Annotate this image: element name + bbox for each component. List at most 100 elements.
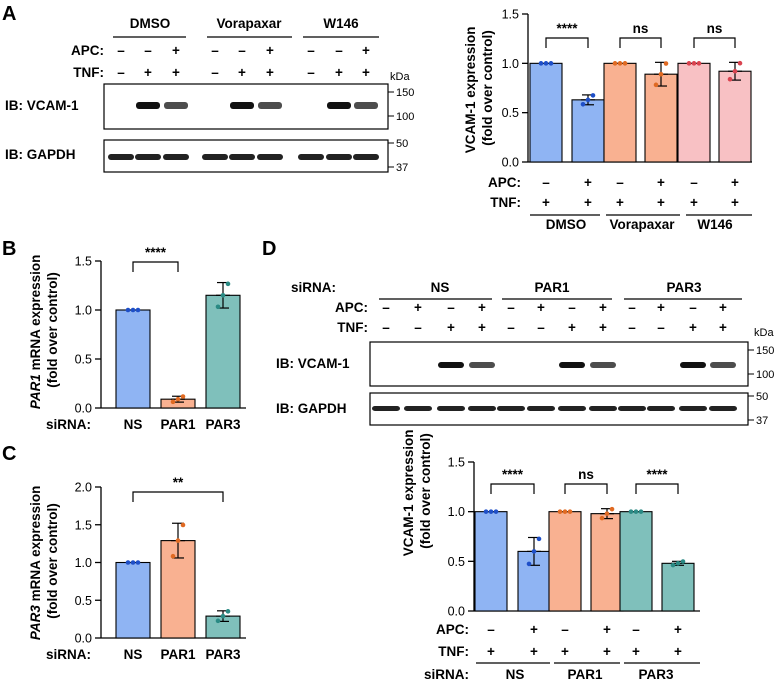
blot-a-apc-sign-3: – — [211, 43, 219, 58]
blot-d-gapdh-band-2 — [437, 406, 465, 411]
chart-d-point-5-1 — [675, 561, 681, 566]
chart-a-point-5-0 — [727, 76, 733, 82]
chart-b-ytick-label-2: 1.0 — [75, 304, 92, 318]
blot-d-tnf-sign-4: – — [507, 320, 515, 335]
chart-d-apc-label: APC: — [436, 622, 469, 637]
chart-d-ytick-label-2: 1.0 — [448, 505, 465, 519]
chart-d-ylabel-line2: (fold over control) — [418, 433, 433, 549]
chart-b-point-0-1 — [130, 307, 136, 313]
chart-d-group-par1: PAR1 — [567, 667, 603, 682]
blot-d-vcam-band-2 — [438, 362, 464, 368]
chart-a-tnf-sign-4: + — [690, 195, 698, 210]
chart-a-apc-sign-5: + — [731, 175, 739, 190]
blot-d-vcam-band-3 — [469, 362, 495, 368]
blot-d-marker-100: 100 — [756, 369, 774, 381]
chart-c-point-0-1 — [130, 560, 136, 565]
blot-a-vcam-band-2 — [164, 102, 188, 109]
chart-c-point-2-0 — [215, 618, 221, 624]
blot-a-tnf-sign-1: + — [144, 65, 152, 80]
blot-d-gapdh-band-0 — [372, 406, 400, 411]
chart-a-point-5-2 — [737, 60, 743, 66]
blot-d: siRNA: NS PAR1 PAR3 APC: TNF: – + – + – + – + – +… — [276, 280, 774, 427]
chart-b-point-1-2 — [180, 394, 186, 399]
chart-c-bar-0 — [115, 561, 151, 639]
chart-d-tnf-label: TNF: — [438, 644, 469, 659]
chart-b-category-1: PAR1 — [160, 417, 196, 432]
chart-a-tnf-sign-1: + — [584, 195, 592, 210]
chart-a-point-2-0 — [612, 61, 618, 66]
chart-d-apc-sign-5: + — [674, 622, 682, 637]
blot-d-tnf-sign-10: + — [689, 320, 697, 335]
blot-d-tnf-sign-6: + — [568, 320, 576, 335]
chart-a-sig-label-2: ns — [707, 21, 723, 36]
blot-d-gapdh-band-7 — [589, 406, 617, 411]
chart-a-point-1-1 — [585, 97, 591, 103]
blot-a-group-w146: W146 — [323, 16, 359, 31]
blot-a-gapdh-band-5 — [257, 154, 283, 160]
chart-a-bar-0 — [529, 62, 563, 163]
chart-b-ytick-label-3: 1.5 — [75, 255, 92, 269]
panel-label-b: B — [2, 238, 16, 260]
chart-d-point-1-0 — [526, 561, 532, 567]
chart-d-sig-bracket-0 — [490, 483, 535, 494]
blot-a-vcam-bands — [136, 102, 378, 109]
chart-a-group-vorapaxar: Vorapaxar — [609, 217, 675, 232]
chart-a-point-2-2 — [622, 61, 628, 66]
chart-c-category-0: NS — [124, 647, 143, 662]
blot-d-tnf-sign-7: + — [599, 320, 607, 335]
chart-a-plot: 0.0 0.5 1.0 1.5 **** ns ns – + – + – + + + + + + + — [502, 8, 752, 216]
chart-d-point-4-0 — [628, 509, 634, 514]
blot-d-gapdh-bands — [372, 406, 737, 411]
blot-d-apc-sign-4: – — [507, 300, 515, 315]
chart-b-ylabel-line1: mRNA expression — [28, 255, 43, 375]
chart-a-point-4-0 — [686, 61, 692, 66]
blot-d-vcam-band-6 — [559, 362, 585, 368]
blot-a-marker-50: 50 — [396, 138, 408, 150]
blot-a-gapdh-band-0 — [108, 154, 134, 160]
chart-d-point-3-2 — [609, 506, 615, 512]
blot-d-gapdh-band-1 — [404, 406, 432, 411]
chart-d-tnf-sign-5: + — [674, 644, 682, 659]
chart-a-point-4-1 — [691, 61, 697, 66]
blot-a-group-dmso: DMSO — [130, 16, 171, 31]
chart-b-ylabel: PAR1 mRNA expression (fold over control) — [28, 251, 60, 409]
chart-a-apc-sign-4: – — [690, 175, 698, 190]
chart-b-ylabel-gene: PAR1 — [28, 374, 43, 409]
chart-a-point-0-1 — [543, 61, 549, 66]
chart-d-apc-sign-3: + — [603, 622, 611, 637]
blot-d-vcam-band-7 — [590, 362, 616, 368]
chart-c-sig-label-0: ** — [173, 475, 184, 490]
chart-a-ytick-label-3: 1.5 — [502, 8, 519, 22]
chart-a-apc-label: APC: — [488, 175, 521, 190]
chart-c-point-2-1 — [220, 613, 226, 619]
chart-a-bar-1 — [571, 99, 605, 163]
blot-a-tnf-sign-8: + — [362, 65, 370, 80]
chart-d-bar-5 — [661, 562, 695, 612]
chart-c-point-1-2 — [180, 522, 186, 528]
blot-d-apc-sign-0: – — [382, 300, 390, 315]
chart-b-bar-0 — [115, 309, 151, 409]
chart-d-apc-sign-4: – — [632, 622, 640, 637]
chart-b-point-2-1 — [220, 293, 226, 298]
blot-a-tnf-sign-6: – — [307, 65, 315, 80]
blot-d-vcam-band-11 — [710, 362, 736, 368]
blot-a-marker-37: 37 — [396, 162, 408, 174]
chart-d-point-1-2 — [536, 536, 542, 542]
blot-d-signs: – + – + – + – + – + – + – – + + – – + + – – + + — [382, 300, 727, 335]
chart-d-point-2-0 — [557, 509, 563, 514]
blot-a-gapdh-band-8 — [353, 154, 379, 160]
blot-d-gapdh-band-11 — [709, 406, 737, 411]
blot-a-ib-gapdh: IB: GAPDH — [5, 147, 76, 162]
chart-a-point-3-0 — [653, 82, 659, 88]
blot-a-vcam-band-7 — [327, 102, 351, 109]
blot-a-gapdh-band-1 — [135, 154, 161, 160]
chart-d-point-2-2 — [567, 509, 573, 514]
chart-a-sig-bracket-2 — [693, 37, 736, 48]
blot-d-tnf-sign-1: – — [414, 320, 422, 335]
blot-d-apc-sign-8: – — [628, 300, 636, 315]
chart-d-point-2-1 — [562, 509, 568, 514]
chart-c-plot: 0.0 0.5 1.0 1.5 2.0 ** NS PAR1 PAR3 — [75, 475, 246, 662]
chart-a-tnf-label: TNF: — [490, 195, 521, 210]
chart-a-point-0-2 — [548, 61, 554, 66]
